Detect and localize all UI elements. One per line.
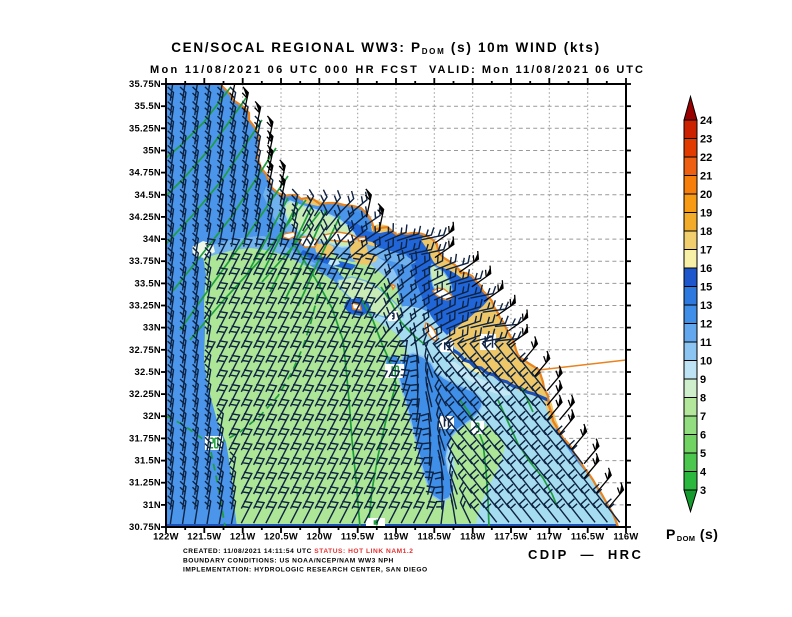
svg-text:120W: 120W: [306, 531, 332, 542]
svg-text:32.5N: 32.5N: [134, 366, 161, 377]
svg-text:12: 12: [700, 319, 712, 331]
svg-text:IMPLEMENTATION: HYDROLOGIC RES: IMPLEMENTATION: HYDROLOGIC RESEARCH CENT…: [183, 567, 428, 574]
svg-text:5: 5: [700, 448, 706, 460]
svg-text:31N: 31N: [143, 499, 161, 510]
svg-text:3: 3: [700, 485, 706, 497]
svg-text:34.25N: 34.25N: [129, 211, 161, 222]
svg-text:121.5W: 121.5W: [187, 531, 221, 542]
svg-text:33.5N: 33.5N: [134, 277, 161, 288]
svg-text:23: 23: [700, 134, 712, 146]
svg-text:BOUNDARY CONDITIONS: US NOAA/N: BOUNDARY CONDITIONS: US NOAA/NCEP/NAM WW…: [183, 558, 394, 565]
svg-text:CREATED: 11/08/2021 14:11:54 U: CREATED: 11/08/2021 14:11:54 UTC STATUS:…: [183, 548, 414, 555]
svg-text:21: 21: [700, 171, 712, 183]
svg-text:33.75N: 33.75N: [129, 255, 161, 266]
svg-text:31.25N: 31.25N: [129, 477, 161, 488]
svg-text:119.5W: 119.5W: [341, 531, 375, 542]
svg-text:CDIP — HRC: CDIP — HRC: [528, 547, 643, 562]
svg-text:118.5W: 118.5W: [418, 531, 452, 542]
svg-text:34N: 34N: [143, 233, 161, 244]
svg-text:32N: 32N: [143, 410, 161, 421]
svg-text:32.25N: 32.25N: [129, 388, 161, 399]
svg-text:116.5W: 116.5W: [571, 531, 605, 542]
svg-text:6: 6: [700, 430, 706, 442]
svg-text:35.25N: 35.25N: [129, 122, 161, 133]
svg-text:8: 8: [700, 393, 706, 405]
svg-text:22: 22: [700, 152, 712, 164]
svg-text:13: 13: [700, 300, 712, 312]
svg-text:120.5W: 120.5W: [264, 531, 298, 542]
svg-text:24: 24: [700, 115, 713, 127]
svg-text:18: 18: [700, 226, 712, 238]
svg-text:32.75N: 32.75N: [129, 344, 161, 355]
svg-text:33.25N: 33.25N: [129, 300, 161, 311]
svg-text:121W: 121W: [230, 531, 256, 542]
svg-text:15: 15: [700, 282, 712, 294]
svg-text:119W: 119W: [383, 531, 408, 542]
svg-text:4: 4: [700, 467, 707, 479]
svg-text:20: 20: [700, 189, 712, 201]
svg-text:30.75N: 30.75N: [129, 521, 161, 532]
svg-text:35.75N: 35.75N: [129, 78, 161, 89]
svg-text:11: 11: [700, 337, 712, 349]
svg-text:31.5N: 31.5N: [134, 455, 161, 466]
svg-text:35.5N: 35.5N: [134, 100, 161, 111]
svg-text:9: 9: [700, 374, 706, 386]
svg-text:31.75N: 31.75N: [129, 432, 161, 443]
svg-text:116W: 116W: [613, 531, 638, 542]
svg-text:117.5W: 117.5W: [494, 531, 528, 542]
svg-text:34.75N: 34.75N: [129, 167, 161, 178]
svg-text:17: 17: [700, 245, 712, 257]
svg-text:10: 10: [700, 356, 712, 368]
svg-text:35N: 35N: [143, 145, 161, 156]
svg-text:Mon 11/08/2021 06 UTC 000 HR F: Mon 11/08/2021 06 UTC 000 HR FCST: [150, 64, 419, 76]
svg-text:33N: 33N: [143, 322, 161, 333]
svg-text:7: 7: [700, 411, 706, 423]
svg-text:CEN/SOCAL REGIONAL WW3: PDOM (: CEN/SOCAL REGIONAL WW3: PDOM (s) 10m WIN…: [171, 40, 601, 56]
svg-text:34.5N: 34.5N: [134, 189, 161, 200]
svg-text:118W: 118W: [460, 531, 485, 542]
svg-text:117W: 117W: [537, 531, 562, 542]
svg-text:19: 19: [700, 208, 712, 220]
svg-text:VALID: Mon 11/08/2021 06 UTC: VALID: Mon 11/08/2021 06 UTC: [429, 64, 645, 76]
svg-text:122W: 122W: [153, 531, 179, 542]
svg-text:16: 16: [700, 263, 712, 275]
